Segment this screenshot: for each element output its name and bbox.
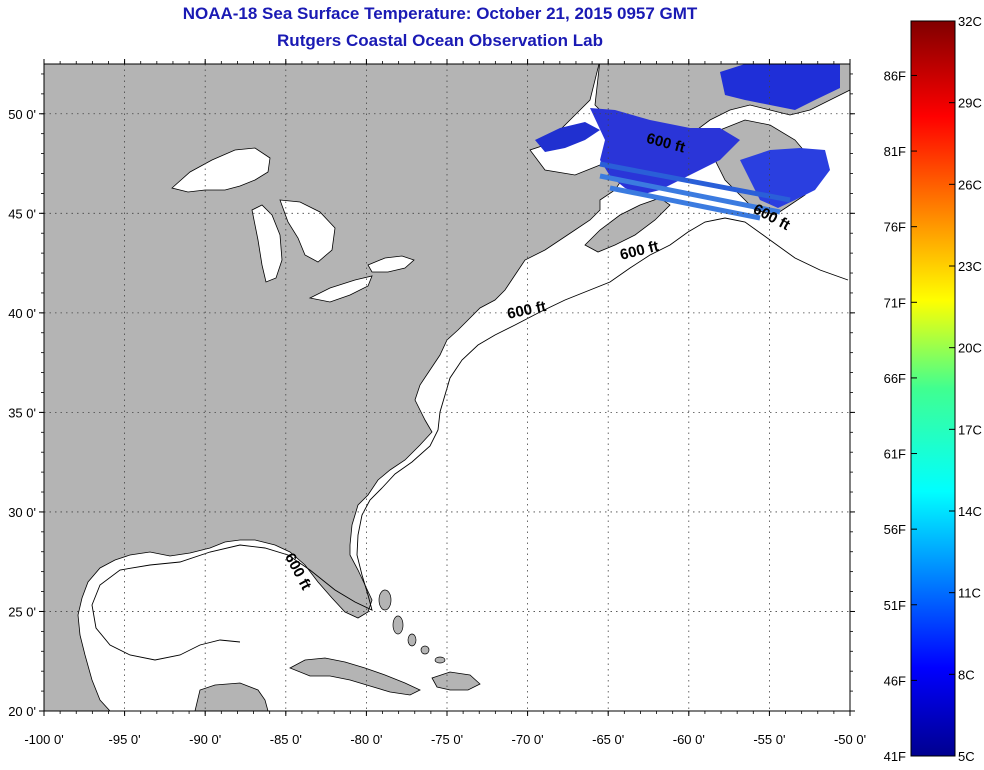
lon-tick-label: -55 0' xyxy=(753,732,785,747)
colorbar-label-f: 56F xyxy=(884,522,906,537)
colorbar-label-c: 17C xyxy=(958,422,982,437)
lon-tick-label: -85 0' xyxy=(270,732,302,747)
lon-tick-label: -60 0' xyxy=(673,732,705,747)
sst-swath xyxy=(535,64,840,221)
colorbar-label-f: 71F xyxy=(884,295,906,310)
lat-tick-label: 50 0' xyxy=(8,107,36,122)
colorbar-label-f: 51F xyxy=(884,598,906,613)
lake-michigan xyxy=(251,204,283,283)
lat-tick-label: 20 0' xyxy=(8,704,36,719)
yucatan-land xyxy=(194,682,269,711)
bahamas-islands xyxy=(378,589,446,664)
lon-tick-label: -70 0' xyxy=(512,732,544,747)
nova-scotia-land xyxy=(584,197,671,253)
colorbar-label-f: 81F xyxy=(884,144,906,159)
axis-ticks: -100 0' -95 0' -90 0' -85 0' -80 0' -75 0' -70… xyxy=(8,59,866,747)
lon-tick-label: -95 0' xyxy=(109,732,141,747)
colorbar-label-c: 29C xyxy=(958,96,982,111)
isobath-600ft xyxy=(91,217,849,661)
lake-ontario xyxy=(367,255,415,273)
colorbar-label-c: 26C xyxy=(958,177,982,192)
lat-tick-label: 40 0' xyxy=(8,306,36,321)
colorbar-label-c: 11C xyxy=(958,586,981,601)
colorbar-label-f: 46F xyxy=(884,673,906,688)
colorbar-label-c: 5C xyxy=(958,749,975,764)
lon-tick-label: -50 0' xyxy=(834,732,866,747)
sst-estuary xyxy=(535,122,600,152)
colorbar-label-c: 20C xyxy=(958,341,982,356)
colorbar-ticks: 5C 8C 11C 14C 17C 20C 23C 26C 29C 32C 41F 46F 51F 56F… xyxy=(884,14,982,764)
colorbar-label-c: 14C xyxy=(958,504,982,519)
lon-tick-label: -80 0' xyxy=(350,732,382,747)
colorbar-label-f: 41F xyxy=(884,749,906,764)
cuba-land xyxy=(289,657,421,696)
colorbar-label-c: 23C xyxy=(958,259,982,274)
colorbar-label-c: 8C xyxy=(958,667,975,682)
colorbar xyxy=(910,20,956,757)
lon-tick-label: -75 0' xyxy=(431,732,463,747)
lon-tick-label: -65 0' xyxy=(592,732,624,747)
great-lakes xyxy=(171,147,415,303)
sst-labrador-sea xyxy=(720,64,840,110)
lat-tick-label: 25 0' xyxy=(8,604,36,619)
lat-tick-label: 30 0' xyxy=(8,505,36,520)
lat-tick-label: 35 0' xyxy=(8,405,36,420)
lon-tick-label: -90 0' xyxy=(189,732,221,747)
grid-lines xyxy=(44,64,850,711)
sst-gulf-st-lawrence xyxy=(590,108,740,195)
colorbar-label-c: 32C xyxy=(958,14,982,29)
colorbar-label-f: 61F xyxy=(884,447,906,462)
colorbar-label-f: 76F xyxy=(884,220,906,235)
map-subtitle: Rutgers Coastal Ocean Observation Lab xyxy=(277,31,603,50)
lon-tick-label: -100 0' xyxy=(24,732,63,747)
colorbar-label-f: 66F xyxy=(884,371,906,386)
lat-tick-label: 45 0' xyxy=(8,206,36,221)
lake-huron xyxy=(279,199,336,263)
map-title: NOAA-18 Sea Surface Temperature: October… xyxy=(182,4,698,23)
lake-erie xyxy=(308,275,373,303)
sst-swath-stripes xyxy=(599,161,791,221)
colorbar-label-f: 86F xyxy=(884,68,906,83)
map-plot-area xyxy=(44,64,850,711)
hispaniola-land xyxy=(431,671,481,691)
lake-superior xyxy=(171,147,271,193)
